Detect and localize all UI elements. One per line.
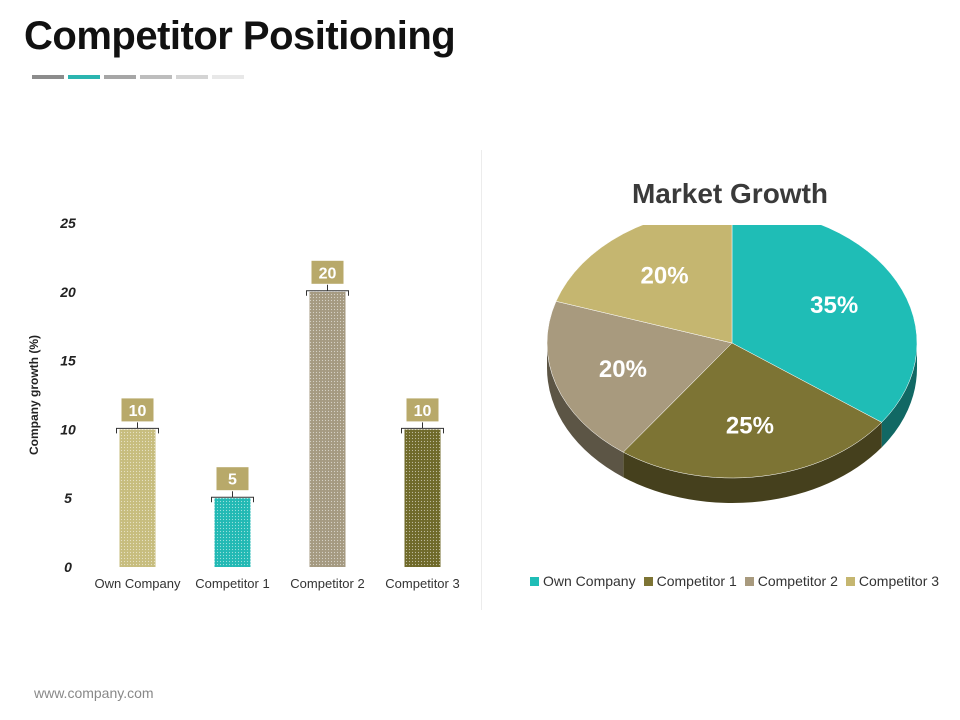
- footer-url: www.company.com: [34, 685, 154, 701]
- pie-chart-title: Market Growth: [631, 178, 829, 209]
- data-label-bracket: [306, 284, 349, 296]
- legend-item: Competitor 3: [845, 573, 940, 589]
- underline-segment: [176, 75, 208, 79]
- x-tick-label: Competitor 2: [290, 576, 364, 591]
- underline-segment: [32, 75, 64, 79]
- data-label-bracket: [401, 422, 444, 434]
- pie-slice: [622, 342, 883, 479]
- title-underline: [32, 75, 244, 79]
- pie-legend: Own Company Competitor 1 Competitor 2 Compe…: [530, 573, 939, 589]
- legend-swatch: [744, 576, 754, 586]
- bar: [309, 291, 346, 567]
- y-tick-label: 0: [64, 559, 72, 575]
- pie-slice: [555, 225, 733, 344]
- pie-value-label: 20%: [641, 262, 689, 289]
- legend-swatch: [530, 576, 539, 586]
- legend-label: Own Company: [543, 573, 636, 589]
- data-label-box: [121, 398, 154, 422]
- chart-divider: [481, 150, 482, 610]
- x-tick-label: Competitor 3: [385, 576, 459, 591]
- underline-segment: [68, 75, 100, 79]
- pie-chart: 35% 25% 20% 20%: [546, 225, 918, 503]
- bar: [404, 429, 441, 567]
- bar-chart: Company growth (%) 0 5 10 15 20 25 10 Own Compan…: [27, 215, 460, 591]
- y-tick-label: 15: [60, 353, 76, 369]
- legend-item: Competitor 1: [643, 573, 737, 589]
- y-tick-label: 5: [64, 490, 72, 506]
- pie-slice: [546, 300, 733, 453]
- pie-value-label: 35%: [810, 292, 858, 319]
- y-tick-label: 20: [59, 284, 76, 300]
- pie-slice: [731, 225, 918, 423]
- data-label: 10: [414, 403, 432, 420]
- y-tick-label: 10: [60, 421, 76, 437]
- legend-swatch: [643, 576, 653, 586]
- bar: [119, 429, 156, 567]
- x-tick-label: Competitor 1: [195, 576, 269, 591]
- legend-label: Competitor 1: [656, 573, 737, 589]
- legend-item: Competitor 2: [744, 573, 838, 589]
- page-title: Competitor Positioning: [24, 14, 456, 58]
- underline-segment: [212, 75, 244, 79]
- pie-slice-side: [881, 343, 917, 448]
- data-label-bracket: [116, 422, 159, 434]
- legend-item: Own Company: [530, 573, 636, 589]
- underline-segment: [104, 75, 136, 79]
- data-label-box: [216, 467, 249, 491]
- data-label-box: [406, 398, 439, 422]
- legend-label: Competitor 3: [858, 573, 940, 589]
- pie-value-label: 20%: [599, 356, 647, 383]
- legend-label: Competitor 2: [757, 573, 838, 589]
- pie-slice-side: [623, 422, 882, 503]
- pie-value-label: 25%: [726, 413, 774, 440]
- legend-swatch: [845, 576, 855, 586]
- pie-slice-side: [547, 343, 624, 478]
- data-label-bracket: [211, 491, 254, 503]
- underline-segment: [140, 75, 172, 79]
- x-tick-label: Own Company: [95, 576, 181, 591]
- data-label: 10: [129, 403, 147, 420]
- bar: [214, 498, 251, 567]
- y-tick-label: 25: [59, 215, 76, 231]
- data-label: 20: [319, 265, 337, 282]
- data-label: 5: [228, 472, 237, 489]
- data-label-box: [311, 260, 344, 284]
- y-axis-label: Company growth (%): [27, 335, 41, 455]
